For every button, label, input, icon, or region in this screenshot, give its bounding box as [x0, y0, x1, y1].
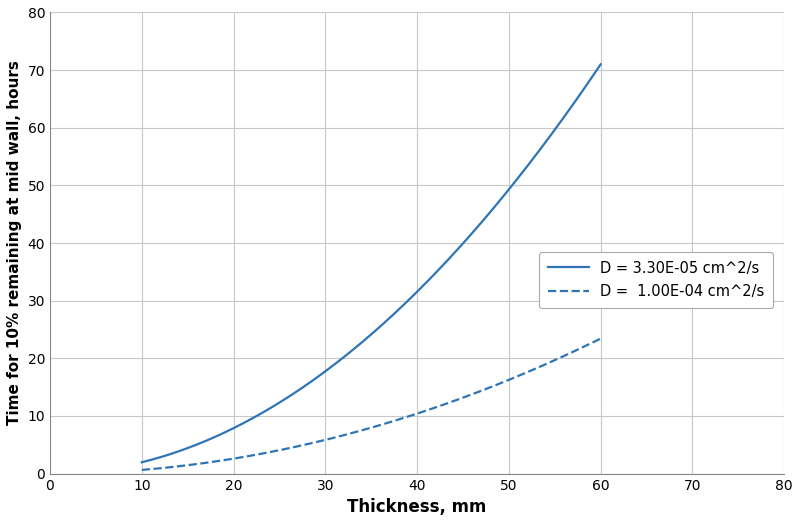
D =  1.00E-04 cm^2/s: [358, 427, 367, 433]
D = 3.30E-05 cm^2/s: [355, 341, 365, 347]
D =  1.00E-04 cm^2/s: [137, 467, 146, 473]
Line: D = 3.30E-05 cm^2/s: D = 3.30E-05 cm^2/s: [142, 64, 601, 462]
D = 3.30E-05 cm^2/s: [410, 291, 420, 297]
D = 3.30E-05 cm^2/s: [585, 77, 594, 84]
D = 3.30E-05 cm^2/s: [137, 459, 146, 465]
D = 3.30E-05 cm^2/s: [513, 175, 522, 181]
D = 3.30E-05 cm^2/s: [358, 339, 367, 345]
D =  1.00E-04 cm^2/s: [355, 428, 365, 434]
D = 3.30E-05 cm^2/s: [386, 314, 395, 321]
Y-axis label: Time for 10% remaining at mid wall, hours: Time for 10% remaining at mid wall, hour…: [7, 61, 22, 426]
D =  1.00E-04 cm^2/s: [585, 341, 594, 347]
X-axis label: Thickness, mm: Thickness, mm: [347, 498, 487, 516]
Legend: D = 3.30E-05 cm^2/s, D =  1.00E-04 cm^2/s: D = 3.30E-05 cm^2/s, D = 1.00E-04 cm^2/s: [539, 252, 774, 308]
D = 3.30E-05 cm^2/s: [596, 61, 606, 67]
D =  1.00E-04 cm^2/s: [410, 411, 420, 417]
D =  1.00E-04 cm^2/s: [596, 335, 606, 342]
D =  1.00E-04 cm^2/s: [513, 373, 522, 379]
Line: D =  1.00E-04 cm^2/s: D = 1.00E-04 cm^2/s: [142, 338, 601, 470]
D =  1.00E-04 cm^2/s: [386, 419, 395, 425]
